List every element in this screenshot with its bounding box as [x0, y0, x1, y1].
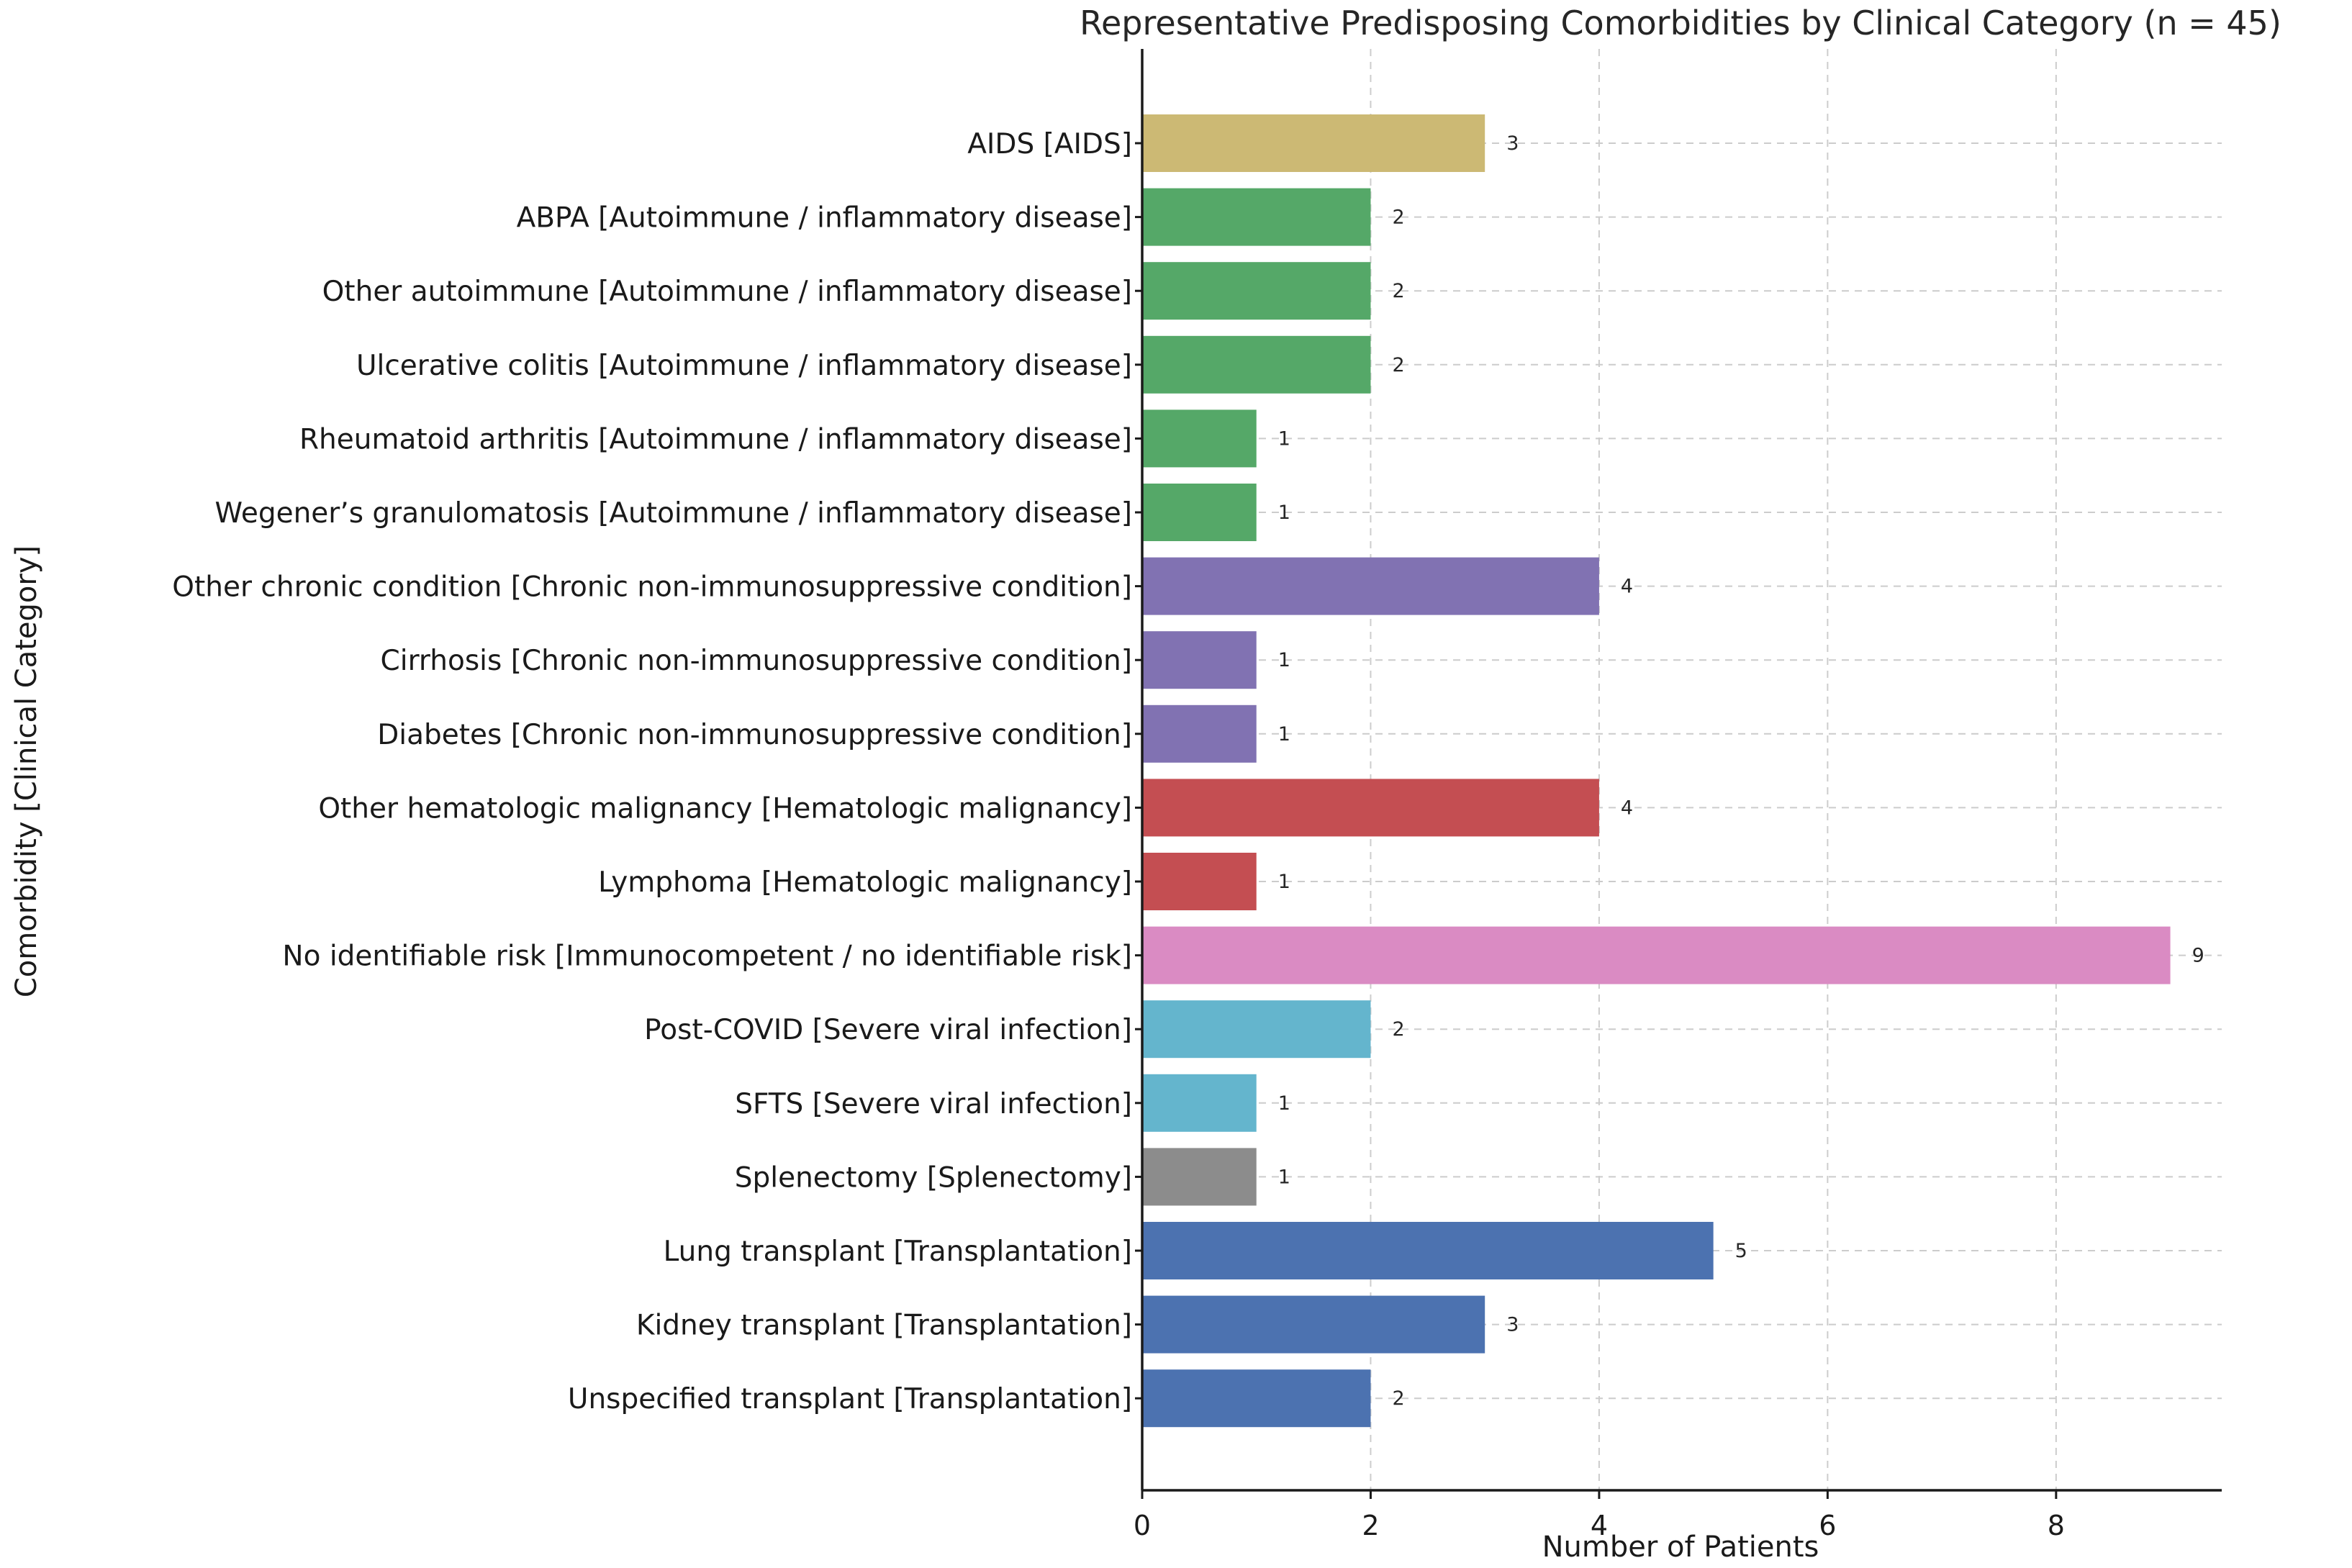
- bar-value-label: 1: [1278, 1166, 1290, 1188]
- category-tick-label: ABPA [Autoimmune / inflammatory disease]: [517, 202, 1132, 235]
- category-tick-label: SFTS [Severe viral infection]: [735, 1088, 1132, 1120]
- category-tick-label: Cirrhosis [Chronic non-immunosuppressive…: [381, 645, 1133, 677]
- bar: [1142, 188, 1371, 246]
- x-tick-label: 2: [1362, 1510, 1379, 1541]
- bar-value-label: 2: [1392, 280, 1404, 302]
- bar: [1142, 1074, 1257, 1132]
- category-tick-label: Other autoimmune [Autoimmune / inflammat…: [322, 276, 1132, 308]
- bar-layer: [1142, 114, 2171, 1428]
- bar: [1142, 704, 1257, 763]
- bar: [1142, 1000, 1371, 1059]
- bar-value-label: 1: [1278, 427, 1290, 450]
- bar-value-label: 1: [1278, 723, 1290, 746]
- category-tick-label: Other hematologic malignancy [Hematologi…: [318, 792, 1132, 825]
- bar-value-label: 2: [1392, 1018, 1404, 1041]
- bar-value-label: 3: [1506, 132, 1519, 155]
- bar-value-label: 4: [1621, 797, 1633, 819]
- bar-value-label: 5: [1735, 1240, 1747, 1262]
- axis-layer: 0 2 4 6 8: [1134, 49, 2222, 1541]
- bar: [1142, 1148, 1257, 1206]
- bar: [1142, 1369, 1371, 1428]
- bar-value-label: 1: [1278, 1092, 1290, 1115]
- x-tick-label: 6: [1819, 1510, 1836, 1541]
- category-tick-label: Unspecified transplant [Transplantation]: [568, 1383, 1132, 1415]
- bar: [1142, 335, 1371, 394]
- bar: [1142, 557, 1599, 615]
- category-tick-label: No identifiable risk [Immunocompetent / …: [282, 941, 1132, 973]
- category-tick-label: Lung transplant [Transplantation]: [664, 1236, 1132, 1268]
- category-tick-label: AIDS [AIDS]: [967, 128, 1132, 160]
- bar-value-label: 1: [1278, 649, 1290, 671]
- category-tick-label: Diabetes [Chronic non-immunosuppressive …: [377, 719, 1132, 751]
- bar-value-label: 2: [1392, 354, 1404, 376]
- bar: [1142, 853, 1257, 910]
- bar-value-label: 2: [1392, 207, 1404, 229]
- bar: [1142, 631, 1257, 689]
- category-tick-label: Other chronic condition [Chronic non-imm…: [172, 571, 1132, 604]
- bar: [1142, 779, 1599, 837]
- bar: [1142, 484, 1257, 541]
- category-tick-label: Kidney transplant [Transplantation]: [636, 1310, 1132, 1342]
- category-tick-label: Wegener’s granulomatosis [Autoimmune / i…: [215, 497, 1132, 530]
- bar-value-label: 3: [1506, 1314, 1519, 1336]
- bar: [1142, 926, 2171, 984]
- x-tick-label: 0: [1134, 1510, 1151, 1541]
- bar: [1142, 262, 1371, 320]
- bar-value-label: 2: [1392, 1387, 1404, 1410]
- bar: [1142, 1295, 1485, 1354]
- bar: [1142, 1222, 1714, 1279]
- x-tick-label: 4: [1591, 1510, 1608, 1541]
- category-tick-label: Lymphoma [Hematologic malignancy]: [598, 866, 1132, 899]
- bar-value-label: 4: [1621, 576, 1633, 598]
- label-layer: 3 AIDS [AIDS] 2 ABPA [Autoimmune / inflamma…: [172, 128, 2204, 1415]
- chart-title: Representative Predisposing Comorbiditie…: [1080, 4, 2281, 42]
- bar-value-label: 1: [1278, 871, 1290, 893]
- bar-value-label: 1: [1278, 502, 1290, 524]
- category-tick-label: Splenectomy [Splenectomy]: [735, 1161, 1132, 1194]
- category-tick-label: Ulcerative colitis [Autoimmune / inflamm…: [356, 350, 1132, 382]
- bar-value-label: 9: [2192, 945, 2204, 967]
- x-axis-label: Number of Patients: [1542, 1531, 1819, 1564]
- bar: [1142, 409, 1257, 468]
- x-tick-label: 8: [2048, 1510, 2065, 1541]
- category-tick-label: Post-COVID [Severe viral infection]: [644, 1014, 1132, 1046]
- bar: [1142, 114, 1485, 172]
- y-axis-label: Comorbidity [Clinical Category]: [10, 545, 43, 997]
- category-tick-label: Rheumatoid arthritis [Autoimmune / infla…: [299, 423, 1132, 456]
